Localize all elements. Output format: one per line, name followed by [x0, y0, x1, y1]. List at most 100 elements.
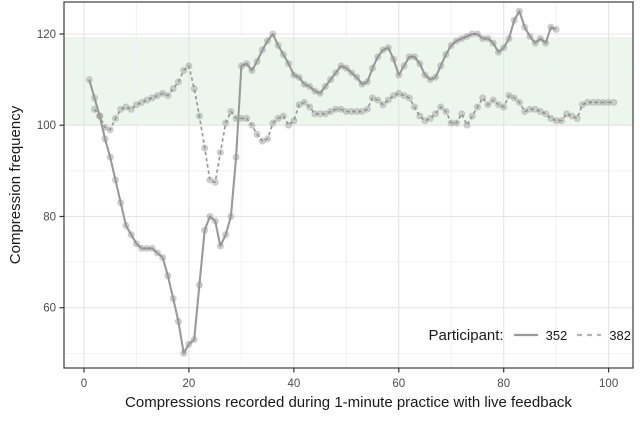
data-point-382 [526, 105, 534, 113]
data-point-382 [542, 110, 550, 118]
data-point-352 [358, 80, 366, 88]
data-point-382 [269, 119, 277, 127]
data-point-382 [316, 110, 324, 118]
data-point-352 [505, 35, 513, 43]
data-point-352 [400, 62, 408, 70]
data-point-382 [599, 98, 608, 107]
data-point-352 [363, 78, 371, 86]
data-point-352 [384, 44, 392, 52]
data-point-382 [117, 105, 125, 113]
data-point-352 [489, 39, 497, 47]
data-point-382 [342, 107, 350, 116]
data-point-352 [479, 35, 487, 43]
data-point-352 [416, 60, 424, 68]
data-point-352 [143, 244, 151, 252]
data-point-352 [264, 37, 272, 45]
data-point-352 [248, 66, 256, 75]
data-point-382 [568, 112, 576, 120]
data-point-352 [463, 32, 471, 40]
data-point-352 [227, 212, 235, 221]
data-point-352 [327, 76, 335, 84]
legend-label: 352 [545, 327, 568, 343]
data-point-382 [164, 92, 172, 100]
data-point-382 [311, 110, 319, 118]
x-tick-label: 100 [599, 378, 618, 390]
data-point-382 [463, 121, 471, 129]
data-point-382 [479, 94, 487, 102]
data-point-352 [111, 176, 120, 184]
data-point-352 [311, 87, 319, 95]
data-point-352 [106, 153, 114, 161]
panel-border [63, 1, 634, 369]
legend-title: Participant: [428, 326, 504, 344]
data-point-352 [547, 23, 555, 31]
x-axis-title: Compressions recorded during 1-minute pr… [125, 394, 572, 411]
data-point-352 [138, 244, 146, 252]
data-point-382 [279, 112, 287, 120]
data-point-382 [552, 117, 560, 125]
data-point-382 [211, 178, 219, 186]
data-point-382 [243, 114, 251, 123]
data-point-382 [332, 105, 340, 113]
y-tick-label: 120 [37, 29, 56, 41]
data-point-382 [222, 119, 230, 127]
data-point-382 [374, 96, 382, 104]
data-point-352 [426, 76, 434, 84]
data-point-352 [431, 73, 440, 81]
data-point-352 [379, 46, 387, 54]
data-point-382 [122, 103, 130, 111]
y-tick-label: 80 [43, 211, 56, 223]
data-point-352 [180, 349, 188, 357]
data-point-382 [484, 101, 492, 109]
data-point-382 [363, 105, 371, 113]
data-point-352 [195, 281, 203, 289]
data-point-382 [563, 110, 571, 118]
data-point-352 [515, 7, 524, 15]
data-point-382 [489, 96, 497, 104]
data-point-352 [164, 272, 172, 280]
data-point-352 [306, 82, 314, 91]
data-point-382 [473, 103, 482, 111]
data-point-382 [589, 98, 597, 107]
data-point-382 [321, 110, 329, 118]
data-point-382 [605, 98, 613, 107]
data-point-382 [353, 107, 361, 116]
data-point-382 [452, 119, 461, 127]
data-point-352 [85, 76, 93, 84]
data-point-352 [127, 231, 135, 239]
data-point-352 [368, 64, 377, 72]
data-point-352 [122, 222, 130, 230]
data-point-352 [316, 89, 324, 97]
data-point-352 [410, 53, 419, 61]
data-point-382 [426, 114, 434, 123]
data-point-382 [206, 176, 214, 184]
data-point-382 [573, 114, 581, 123]
data-point-382 [216, 149, 224, 157]
data-point-352 [342, 64, 350, 72]
data-point-382 [384, 96, 392, 104]
data-point-352 [348, 69, 356, 77]
data-point-382 [368, 94, 377, 102]
data-point-382 [169, 85, 177, 93]
data-point-352 [243, 60, 251, 68]
data-point-352 [447, 41, 455, 50]
data-point-382 [416, 112, 424, 120]
data-point-382 [185, 62, 193, 70]
data-point-382 [405, 94, 413, 102]
data-point-382 [431, 110, 440, 118]
data-point-382 [468, 112, 476, 120]
data-point-382 [447, 119, 455, 127]
solid-line-swatch-icon [513, 333, 538, 337]
data-point-352 [337, 62, 345, 70]
data-point-382 [578, 101, 587, 109]
data-point-382 [111, 114, 120, 123]
data-point-382 [379, 101, 387, 109]
data-point-382 [300, 98, 308, 107]
data-point-382 [510, 94, 518, 102]
data-point-352 [389, 55, 398, 63]
data-point-352 [521, 23, 529, 31]
data-point-382 [227, 107, 235, 116]
data-point-382 [127, 105, 135, 113]
legend-item-382: 382 [576, 328, 631, 343]
